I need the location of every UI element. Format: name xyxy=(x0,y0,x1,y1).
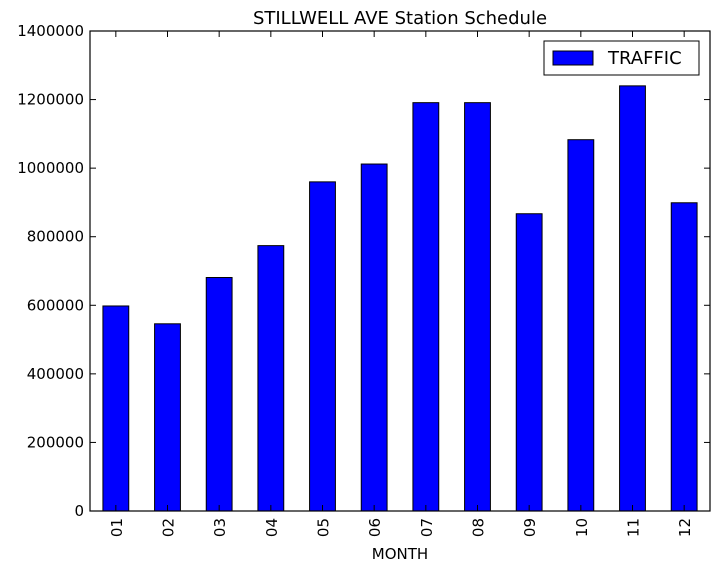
bar-10 xyxy=(567,139,595,512)
y-tick-label: 800000 xyxy=(27,228,84,246)
chart-title: STILLWELL AVE Station Schedule xyxy=(253,8,547,29)
y-tick-label: 600000 xyxy=(27,296,84,314)
x-axis: 01 02 03 04 05 06 07 08 09 10 11 12 xyxy=(108,31,694,537)
bar-04 xyxy=(257,245,285,512)
bars-group xyxy=(102,85,698,512)
x-axis-label: MONTH xyxy=(372,545,428,563)
bar-11 xyxy=(619,85,646,512)
bar-03 xyxy=(205,277,233,512)
x-tick-label: 03 xyxy=(211,518,229,537)
y-tick-label: 400000 xyxy=(27,365,84,383)
bar-01 xyxy=(102,305,130,512)
y-tick-label: 1400000 xyxy=(17,22,84,40)
legend-swatch xyxy=(552,50,594,66)
y-tick-label: 200000 xyxy=(27,433,84,451)
x-tick-label: 11 xyxy=(625,518,643,537)
x-tick-label: 09 xyxy=(521,518,539,537)
x-tick-label: 04 xyxy=(263,518,281,537)
bar-06 xyxy=(360,163,388,512)
y-tick-label: 1000000 xyxy=(17,159,84,177)
x-tick-label: 06 xyxy=(366,518,384,537)
bar-08 xyxy=(464,102,491,512)
legend: TRAFFIC xyxy=(543,40,700,76)
bar-02 xyxy=(154,323,181,512)
x-tick-label: 12 xyxy=(676,518,694,537)
plot-frame xyxy=(89,30,711,512)
x-tick-label: 01 xyxy=(108,518,126,537)
x-tick-label: 10 xyxy=(573,518,591,537)
x-tick-label: 07 xyxy=(418,518,436,537)
y-tick-label: 1200000 xyxy=(17,91,84,109)
bar-07 xyxy=(412,102,440,512)
y-axis: 0 200000 400000 600000 800000 1000000 1200000 1… xyxy=(17,22,710,520)
bar-05 xyxy=(309,181,336,512)
x-tick-label: 05 xyxy=(315,518,333,537)
y-tick-label: 0 xyxy=(74,502,84,520)
x-tick-label: 08 xyxy=(470,518,488,537)
x-tick-label: 02 xyxy=(160,518,178,537)
bar-09 xyxy=(515,213,543,512)
legend-label-traffic: TRAFFIC xyxy=(607,48,682,69)
bar-12 xyxy=(670,202,698,512)
